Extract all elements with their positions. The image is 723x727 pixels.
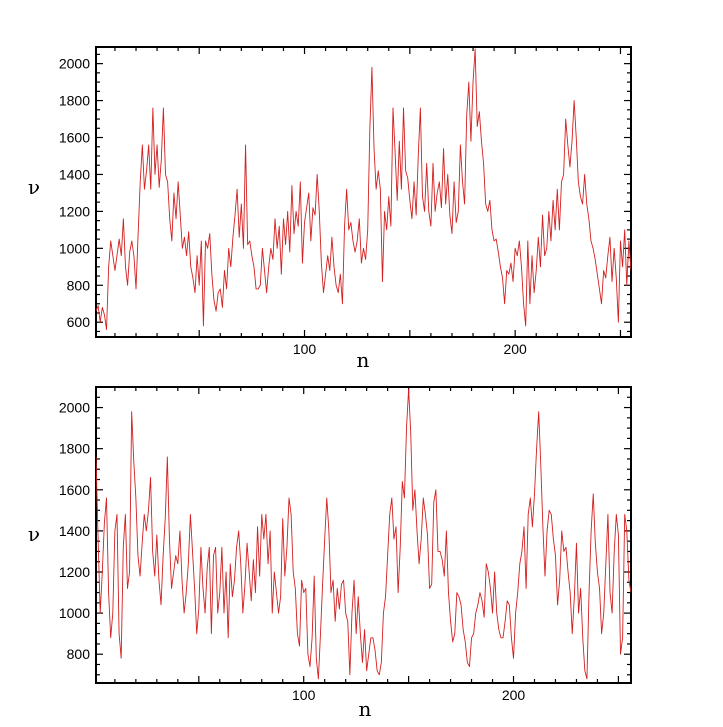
top-plot-panel: 600 800 1000 1200 1400 1600 1800 2000 100 200 n ν	[28, 46, 632, 372]
bottom-plot-y-tick-label: 800	[67, 646, 91, 662]
top-plot-y-tick-label: 600	[67, 314, 91, 330]
bottom-plot-ticks	[96, 386, 631, 683]
bottom-plot-y-tick-label: 1200	[59, 564, 90, 580]
bottom-plot-y-tick-label: 1600	[59, 482, 90, 498]
top-plot-y-tick-label: 1600	[59, 130, 90, 146]
top-plot-x-axis-label: n	[357, 348, 370, 372]
top-plot-x-tick-label: 100	[293, 341, 317, 357]
bottom-plot-y-tick-label: 1400	[59, 523, 90, 539]
top-plot-y-tick-label: 1200	[59, 203, 90, 219]
top-plot-y-axis-label: ν	[28, 175, 40, 199]
bottom-plot-y-tick-label: 2000	[59, 400, 90, 416]
top-plot-y-tick-label: 800	[67, 277, 91, 293]
top-plot-x-tick-label: 200	[503, 341, 527, 357]
bottom-plot-tick-labels: 800 1000 1200 1400 1600 1800 2000 100 200	[59, 400, 526, 703]
top-plot-y-tick-label: 1400	[59, 166, 90, 182]
bottom-plot-y-tick-label: 1000	[59, 605, 90, 621]
bottom-plot-y-axis-label: ν	[28, 522, 40, 546]
top-plot-y-tick-label: 1000	[59, 240, 90, 256]
top-plot-series-line	[96, 48, 631, 331]
top-plot-frame	[95, 46, 632, 338]
top-plot-y-tick-label: 2000	[59, 56, 90, 72]
top-plot-y-tick-label: 1800	[59, 93, 90, 109]
bottom-plot-panel: 800 1000 1200 1400 1600 1800 2000 100 200 n ν	[28, 386, 632, 721]
top-plot-ticks	[96, 47, 631, 337]
top-plot-tick-labels: 600 800 1000 1200 1400 1600 1800 2000 100 200	[59, 56, 527, 357]
bottom-plot-series-line	[96, 388, 631, 680]
bottom-plot-frame	[95, 386, 632, 684]
bottom-plot-y-tick-label: 1800	[59, 441, 90, 457]
bottom-plot-x-axis-label: n	[359, 697, 372, 721]
bottom-plot-x-tick-label: 100	[292, 687, 316, 703]
bottom-plot-x-tick-label: 200	[502, 687, 526, 703]
